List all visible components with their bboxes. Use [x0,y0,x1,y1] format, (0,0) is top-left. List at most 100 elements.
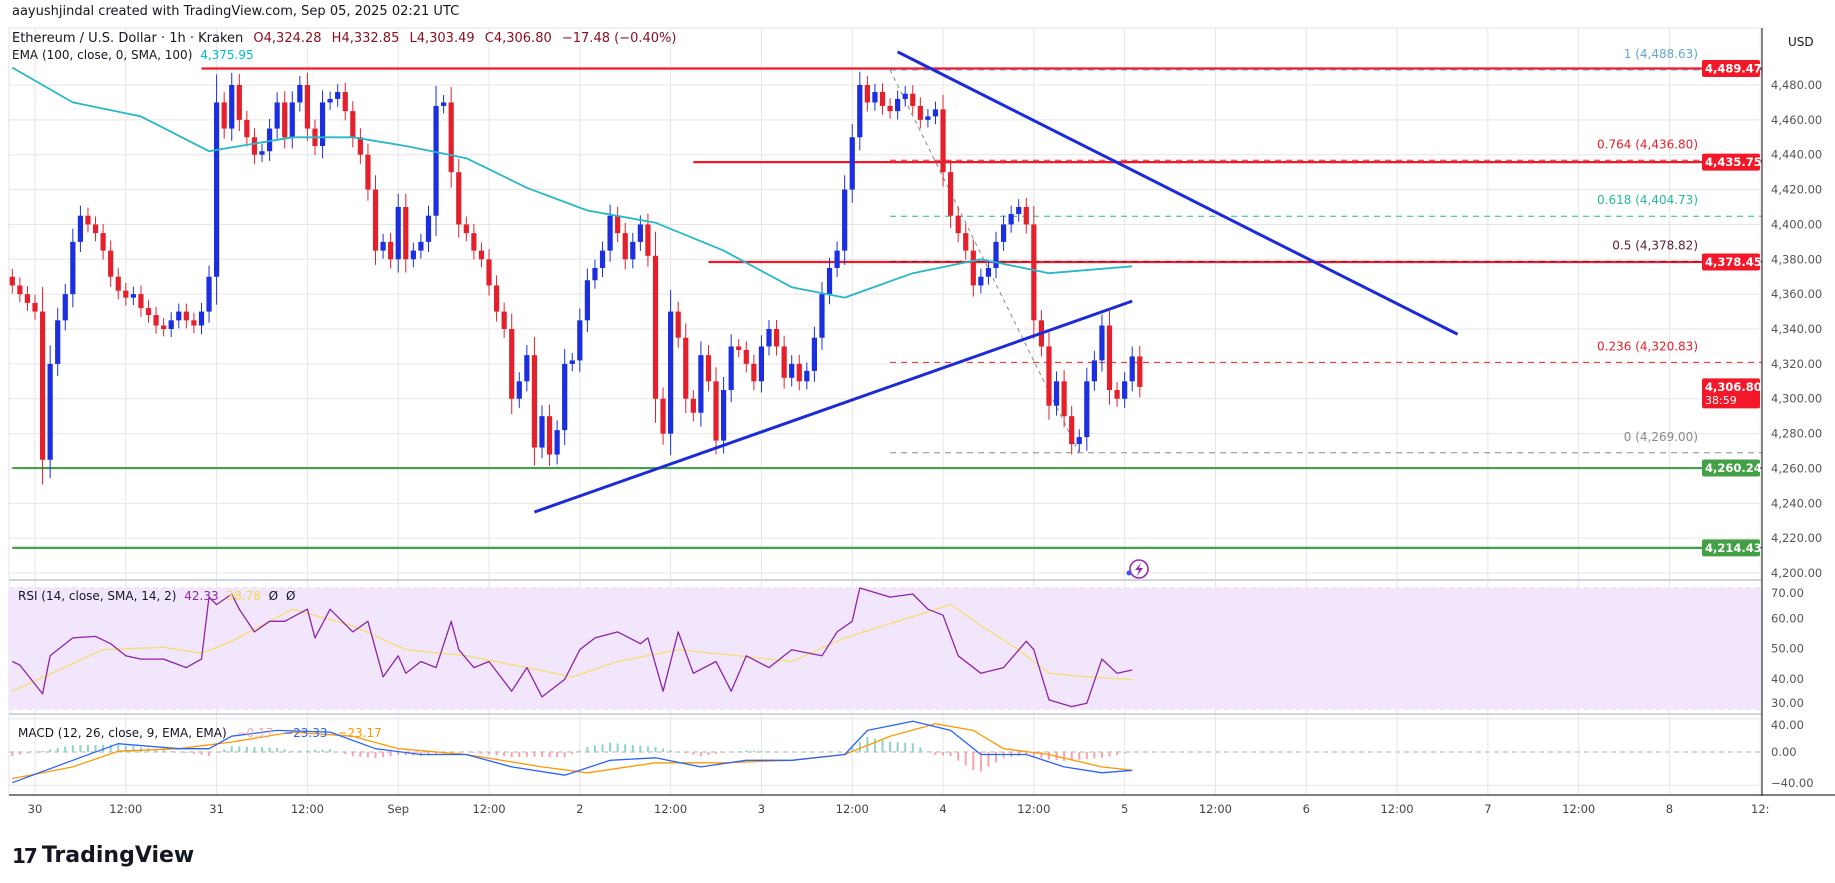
macd-histogram-bar [313,749,316,752]
candle-body [410,250,416,260]
candle-body [887,105,893,112]
candle [887,98,893,119]
symbol-name[interactable]: Ethereum / U.S. Dollar · 1h · Kraken [12,31,244,46]
candle [683,323,689,414]
candle [441,95,447,114]
candle-body [441,102,447,106]
candle [191,312,197,334]
macd-histogram-bar [200,752,203,755]
macd-histogram-bar [223,749,226,752]
candle-body [1106,325,1113,391]
rsi-label: RSI (14, close, SMA, 14, 2) [18,589,177,603]
macd-histogram-bar [987,752,990,767]
candle [834,241,840,278]
macd-histogram-bar [283,749,286,752]
candle [161,318,167,337]
candle-body [607,215,613,251]
candle [365,143,371,201]
time-tick-label: 12:00 [109,802,142,816]
candle-body [925,116,931,120]
candle-body [395,207,401,260]
candle-body [206,276,212,312]
candle-body [1069,416,1075,445]
candle [342,82,348,121]
candle-body [955,215,961,234]
candle [1008,205,1014,233]
rsi-tick-label: 50.00 [1771,642,1804,656]
macd-histogram-bar [102,744,105,752]
candle-body [751,363,757,382]
candle-body [1008,213,1014,225]
candle-body [978,276,984,286]
price-level-badge [1702,59,1760,77]
trend-line[interactable] [896,50,1459,336]
drawings[interactable]: 1 (4,488.63) 0.764 (4,436.80) 0.618 (4,404… [12,47,1762,549]
macd-legend[interactable]: MACD (12, 26, close, 9, EMA, EMA) −0.17 … [18,726,382,740]
macd-histogram-bar [435,752,438,755]
macd-tick-label: 40.00 [1771,718,1804,732]
rsi-legend[interactable]: RSI (14, close, SMA, 14, 2) 42.33 38.78 … [18,589,295,603]
macd-histogram-bar [699,752,702,757]
macd-histogram-bar [760,750,763,752]
candle [592,259,598,289]
macd-histogram-bar [1093,752,1096,759]
candle [244,110,250,147]
time-axis[interactable] [9,796,1835,822]
candle-body [630,241,636,260]
candle-body [531,355,538,448]
candle [456,158,462,238]
price-tick-label: 4,300.00 [1771,392,1822,406]
candle-body [1016,207,1022,214]
candle-body [879,91,886,106]
macd-histogram-bar [684,752,687,754]
alert-icon[interactable] [1126,559,1149,579]
candle-body [9,276,15,286]
candle [630,232,636,269]
macd-histogram-bar [540,752,543,757]
candle [531,337,538,466]
macd-histogram-bar [1100,752,1103,758]
candle-body [403,207,409,260]
candle [92,216,99,242]
candle-body [168,320,174,330]
macd-histogram-bar [881,740,884,752]
candle-body [1129,356,1135,382]
macd-histogram-bar [11,752,14,757]
candle [425,205,432,252]
candle-body [115,276,121,291]
price-tick-label: 4,380.00 [1771,252,1822,266]
candle [940,94,946,187]
candle-body [357,137,363,155]
candle [917,97,923,129]
candle [418,233,424,259]
time-tick-label: 12:00 [1017,802,1050,816]
candle [501,302,507,339]
macd-histogram-bar [488,752,491,755]
macd-histogram-bar [624,744,627,752]
candle-body [546,416,553,455]
candle [1114,382,1120,407]
tradingview-logo[interactable]: 17 TradingView [12,843,194,868]
macd-histogram-bar [972,752,975,771]
candle [516,372,522,408]
time-tick-label: 5 [1121,802,1128,816]
candle [728,334,734,403]
price-level-badge [1702,539,1760,557]
candle [327,91,333,110]
candle-body [895,98,901,112]
candle [698,341,704,427]
candle [554,420,560,465]
trend-lines[interactable] [533,50,1459,514]
macd-histogram-bar [1047,752,1050,760]
time-tick-label: 6 [1303,802,1310,816]
trend-line[interactable] [533,299,1133,514]
ema-legend[interactable]: EMA (100, close, 0, SMA, 100) 4,375.95 [12,48,254,62]
axes[interactable]: USD 4,480.00 4,460.00 4,440.00 4,420.00 4,400… [9,28,1835,823]
high-value: H4,332.85 [331,31,400,46]
candle [1099,314,1105,372]
price-axis[interactable] [1762,28,1835,823]
candle-body [304,85,311,129]
macd-histogram-bar [571,752,574,754]
macd-histogram-bar [86,745,89,752]
